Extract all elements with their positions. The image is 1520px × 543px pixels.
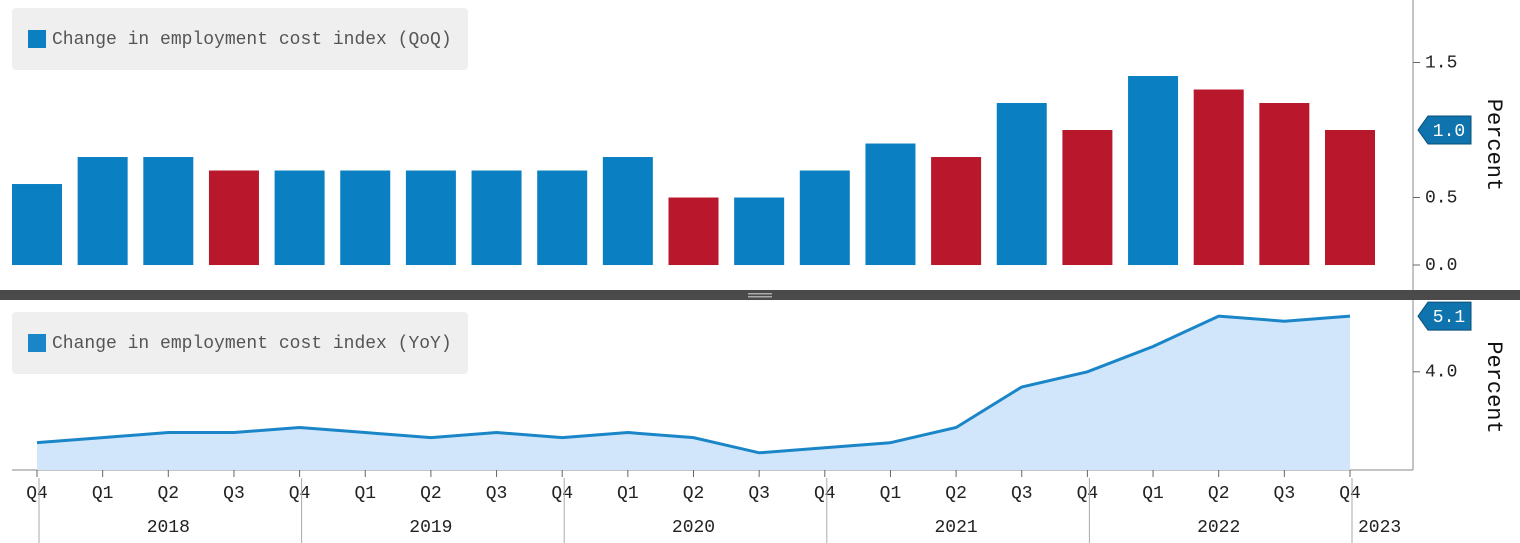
bar <box>931 157 982 266</box>
last-value-label: 5.1 <box>1433 308 1465 328</box>
x-tick-label: Q3 <box>1011 484 1033 504</box>
year-label: 2023 <box>1358 518 1401 538</box>
bar <box>865 143 916 266</box>
x-tick-label: Q4 <box>814 484 836 504</box>
bar <box>1325 130 1375 266</box>
legend-label: Change in employment cost index (QoQ) <box>52 30 452 50</box>
year-label: 2018 <box>147 518 190 538</box>
bar <box>1193 89 1244 266</box>
x-tick-label: Q4 <box>1339 484 1361 504</box>
line <box>36 314 1351 455</box>
legend-swatch <box>28 30 46 48</box>
x-tick-label: Q2 <box>420 484 442 504</box>
bar <box>471 170 522 266</box>
legend-box <box>12 8 468 70</box>
bar <box>405 170 456 266</box>
x-tick-label: Q2 <box>683 484 705 504</box>
bar <box>996 103 1047 266</box>
bar <box>143 157 194 266</box>
y-tick-label: 4.0 <box>1425 363 1457 383</box>
x-tick-label: Q4 <box>1077 484 1099 504</box>
bar <box>799 170 850 266</box>
year-label: 2022 <box>1197 518 1240 538</box>
x-tick-label: Q2 <box>945 484 967 504</box>
x-tick-label: Q1 <box>617 484 639 504</box>
y-tick-label: 0.5 <box>1425 188 1457 208</box>
year-label: 2021 <box>934 518 977 538</box>
y-axis-label: Percent <box>1481 341 1506 433</box>
bar <box>602 157 653 266</box>
x-tick-label: Q4 <box>289 484 311 504</box>
x-tick-label: Q1 <box>92 484 114 504</box>
bar <box>1259 103 1310 266</box>
bar <box>537 170 588 266</box>
y-axis-label: Percent <box>1481 99 1506 191</box>
bar <box>208 170 259 266</box>
y-tick-label: 1.5 <box>1425 53 1457 73</box>
bar <box>668 197 719 266</box>
divider-handle <box>748 293 772 295</box>
y-tick-label: 0.0 <box>1425 256 1457 276</box>
x-tick-label: Q1 <box>1142 484 1164 504</box>
last-value-badge <box>1417 115 1472 145</box>
x-tick-label: Q3 <box>1274 484 1296 504</box>
bar <box>1062 130 1113 266</box>
year-label: 2020 <box>672 518 715 538</box>
bar <box>340 170 391 266</box>
area <box>37 316 1350 470</box>
bar <box>274 170 325 266</box>
last-value-badge <box>1417 301 1472 331</box>
divider-handle <box>748 296 772 298</box>
x-tick-label: Q4 <box>551 484 573 504</box>
last-value-label: 1.0 <box>1433 122 1465 142</box>
legend-box <box>12 312 468 374</box>
x-tick-label: Q4 <box>26 484 48 504</box>
x-tick-label: Q1 <box>880 484 902 504</box>
x-tick-label: Q2 <box>157 484 179 504</box>
bar <box>734 197 785 266</box>
x-tick-label: Q1 <box>354 484 376 504</box>
legend-swatch <box>28 334 46 352</box>
x-tick-label: Q3 <box>748 484 770 504</box>
x-tick-label: Q3 <box>223 484 245 504</box>
bar <box>12 184 62 266</box>
panel-divider <box>0 290 1520 300</box>
legend-label: Change in employment cost index (YoY) <box>52 334 452 354</box>
bar <box>1128 76 1179 266</box>
x-tick-label: Q3 <box>486 484 508 504</box>
bar <box>77 157 128 266</box>
x-tick-label: Q2 <box>1208 484 1230 504</box>
year-label: 2019 <box>409 518 452 538</box>
